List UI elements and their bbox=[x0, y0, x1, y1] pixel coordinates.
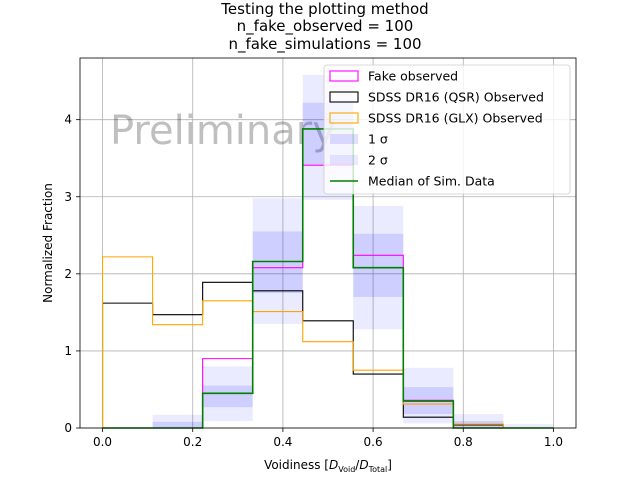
legend-label-5: Median of Sim. Data bbox=[368, 174, 495, 189]
legend-swatch-0 bbox=[329, 70, 359, 82]
x-axis-label: Voidiness [DVoid/DTotal] bbox=[264, 458, 392, 474]
legend-label-1: SDSS DR16 (QSR) Observed bbox=[368, 90, 544, 105]
chart-title: Testing the plotting method n_fake_obser… bbox=[220, 0, 428, 54]
legend-box bbox=[323, 64, 571, 195]
legend-entry-5: Median of Sim. Data bbox=[330, 174, 495, 189]
y-tick-label-3: 3 bbox=[64, 190, 72, 204]
series-0-step-path bbox=[102, 164, 554, 429]
legend-entry-4: 2 σ bbox=[330, 153, 388, 168]
band-3-bin-5 bbox=[353, 233, 404, 297]
legend-label-3: 1 σ bbox=[368, 132, 388, 147]
title-line-3: n_fake_simulations = 100 bbox=[228, 35, 421, 54]
x-tick-label-3: 0.6 bbox=[364, 435, 383, 449]
watermark-text: Preliminary bbox=[110, 108, 336, 154]
legend-swatch-4 bbox=[330, 155, 358, 165]
band-4-bin-1 bbox=[152, 414, 203, 428]
legend-label-0: Fake observed bbox=[368, 69, 458, 84]
y-tick-label-0: 0 bbox=[64, 421, 72, 435]
band-3-bin-2 bbox=[202, 385, 253, 408]
legend-entry-2: SDSS DR16 (GLX) Observed bbox=[329, 111, 543, 126]
y-tick-label-1: 1 bbox=[64, 344, 72, 358]
y-tick-label-2: 2 bbox=[64, 267, 72, 281]
title-line-1: Testing the plotting method bbox=[220, 0, 428, 18]
legend-swatch-3 bbox=[330, 134, 358, 144]
legend-entry-0: Fake observed bbox=[329, 69, 458, 84]
series-2-step-path bbox=[101, 256, 554, 429]
x-axis-ticks: 0.0 0.2 0.4 0.6 0.8 1.0 bbox=[93, 428, 563, 449]
legend-entry-3: 1 σ bbox=[330, 132, 388, 147]
plot-frame bbox=[79, 57, 577, 429]
y-axis-label: Normalized Fraction bbox=[41, 183, 55, 303]
y-axis-ticks: 0 1 2 3 4 bbox=[64, 113, 80, 435]
legend: Fake observed SDSS DR16 (QSR) Observed SDS… bbox=[323, 64, 571, 195]
series-1-step-path bbox=[101, 281, 554, 429]
legend-swatch-2 bbox=[329, 112, 359, 124]
x-tick-label-2: 0.4 bbox=[273, 435, 292, 449]
x-tick-label-5: 1.0 bbox=[544, 435, 563, 449]
legend-entry-1: SDSS DR16 (QSR) Observed bbox=[329, 90, 544, 105]
band-4-bin-6 bbox=[403, 367, 454, 424]
band-4-bin-8 bbox=[503, 424, 554, 428]
legend-label-2: SDSS DR16 (GLX) Observed bbox=[368, 111, 543, 126]
band-3-bin-1 bbox=[152, 421, 203, 428]
x-tick-label-0: 0.0 bbox=[93, 435, 112, 449]
x-tick-label-1: 0.2 bbox=[183, 435, 202, 449]
legend-swatch-1 bbox=[329, 91, 359, 103]
title-line-2: n_fake_observed = 100 bbox=[237, 17, 414, 36]
y-tick-label-4: 4 bbox=[64, 113, 72, 127]
legend-label-4: 2 σ bbox=[368, 153, 388, 168]
x-tick-label-4: 0.8 bbox=[454, 435, 473, 449]
